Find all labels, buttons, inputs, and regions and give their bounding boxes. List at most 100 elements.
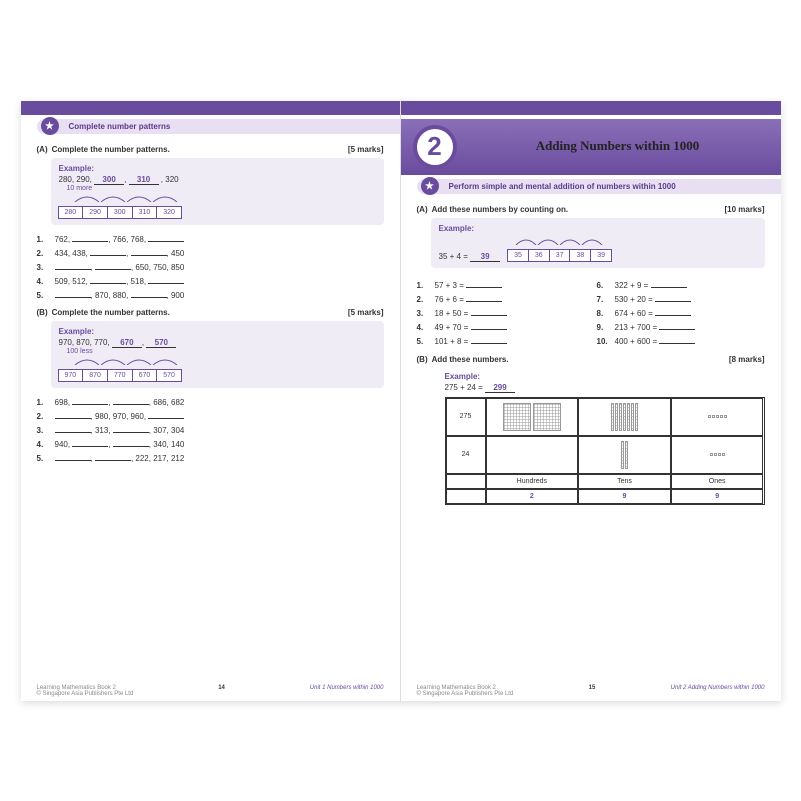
- question-number: 10.: [597, 337, 611, 346]
- ra-cells: 35 36 37 38 39: [508, 249, 612, 262]
- question-text: 530 + 20 =: [615, 293, 691, 304]
- row-275: 275: [446, 398, 486, 436]
- question-row: 6.322 + 9 =: [597, 279, 765, 290]
- question-row: 3. 18 + 50 =: [417, 307, 585, 318]
- question-row: 5. , 870, 880, , 900: [37, 289, 384, 300]
- hdr-t: Tens: [578, 474, 671, 489]
- question-text: 57 + 3 =: [435, 279, 503, 290]
- question-text: 940, , , 340, 140: [55, 438, 185, 449]
- question-text: 400 + 600 =: [615, 335, 696, 346]
- blank[interactable]: [148, 410, 184, 419]
- blank[interactable]: [471, 307, 507, 316]
- blank[interactable]: [72, 396, 108, 405]
- blank[interactable]: [471, 321, 507, 330]
- rule-label-b: 100 less: [67, 348, 376, 355]
- chapter-title: Adding Numbers within 1000: [467, 139, 769, 153]
- example-b-ans1: 670: [112, 338, 142, 348]
- blank[interactable]: [72, 233, 108, 242]
- publisher: © Singapore Asia Publishers Pte Ltd: [417, 691, 514, 697]
- question-text: , , 650, 750, 850: [55, 261, 185, 272]
- footer-left: Learning Mathematics Book 2 © Singapore …: [21, 685, 400, 697]
- question-row: 5.101 + 8 =: [417, 335, 585, 346]
- rule-table-a: 280 290 300 310 320: [59, 206, 376, 219]
- blank[interactable]: [55, 424, 91, 433]
- rb-expr: 275 + 24 =: [445, 383, 483, 392]
- chapter-number: 2: [413, 125, 457, 169]
- blank[interactable]: [651, 279, 687, 288]
- blank[interactable]: [95, 261, 131, 270]
- blank[interactable]: [131, 289, 167, 298]
- question-row: 5. , , 222, 217, 212: [37, 452, 384, 463]
- blank[interactable]: [655, 293, 691, 302]
- marks-b: [5 marks]: [348, 308, 384, 317]
- blank[interactable]: [113, 438, 149, 447]
- blank[interactable]: [466, 279, 502, 288]
- question-row: 3., 313, , 307, 304: [37, 424, 384, 435]
- question-number: 5.: [37, 454, 51, 463]
- question-number: 5.: [37, 291, 51, 300]
- blank[interactable]: [113, 424, 149, 433]
- marks-a: [5 marks]: [348, 145, 384, 154]
- question-row: 8.674 + 60 =: [597, 307, 765, 318]
- blank[interactable]: [471, 335, 507, 344]
- question-row: 4.940, , , 340, 140: [37, 438, 384, 449]
- question-text: , , 222, 217, 212: [55, 452, 185, 463]
- page-15: 2 Adding Numbers within 1000 ★ Perform s…: [401, 101, 781, 701]
- example-ans1: 300: [94, 175, 124, 185]
- blank[interactable]: [659, 335, 695, 344]
- question-number: 3.: [37, 426, 51, 435]
- question-row: 7. 530 + 20 =: [597, 293, 765, 304]
- example-seq-b: 970, 870, 770,: [59, 338, 110, 347]
- section-title-right: Perform simple and mental addition of nu…: [449, 182, 676, 191]
- val-o: 9: [671, 489, 764, 504]
- question-text: 101 + 8 =: [435, 335, 507, 346]
- section-b-instruction: Complete the number patterns.: [52, 308, 170, 317]
- footer-right: Learning Mathematics Book 2 © Singapore …: [401, 685, 781, 697]
- val-t: 9: [578, 489, 671, 504]
- question-row: 3. , , 650, 750, 850: [37, 261, 384, 272]
- question-row: 9.213 + 700 =: [597, 321, 765, 332]
- blank[interactable]: [55, 452, 91, 461]
- unit-title: Unit 1 Numbers within 1000: [310, 685, 384, 697]
- example-ans2: 310: [129, 175, 159, 185]
- ra-marks: [10 marks]: [724, 205, 764, 214]
- blank[interactable]: [72, 438, 108, 447]
- blank[interactable]: [113, 396, 149, 405]
- blank[interactable]: [148, 233, 184, 242]
- ra-ans: 39: [470, 252, 500, 262]
- question-text: , 980, 970, 960,: [55, 410, 185, 421]
- blank[interactable]: [655, 307, 691, 316]
- question-text: , 870, 880, , 900: [55, 289, 185, 300]
- question-number: 1.: [37, 398, 51, 407]
- hdr-h: Hundreds: [486, 474, 579, 489]
- blank[interactable]: [55, 289, 91, 298]
- question-number: 3.: [37, 263, 51, 272]
- question-row: 1.57 + 3 =: [417, 279, 585, 290]
- blank[interactable]: [131, 247, 167, 256]
- blank[interactable]: [90, 247, 126, 256]
- question-number: 6.: [597, 281, 611, 290]
- section-a-label: (A): [37, 145, 48, 154]
- blank[interactable]: [148, 275, 184, 284]
- section-bar-left: ★ Complete number patterns: [37, 119, 400, 134]
- blank[interactable]: [90, 275, 126, 284]
- ra-label: (A): [417, 205, 428, 214]
- question-number: 7.: [597, 295, 611, 304]
- question-number: 4.: [417, 323, 431, 332]
- blank[interactable]: [659, 321, 695, 330]
- blank[interactable]: [466, 293, 502, 302]
- example-box-ra: Example: 35 + 4 = 39 35 36 37: [431, 218, 765, 268]
- rb-marks: [8 marks]: [729, 355, 765, 364]
- question-text: 18 + 50 =: [435, 307, 507, 318]
- blank[interactable]: [55, 261, 91, 270]
- blank[interactable]: [55, 410, 91, 419]
- question-row: 4.509, 512, , 518,: [37, 275, 384, 286]
- question-number: 3.: [417, 309, 431, 318]
- example-label-b: Example:: [59, 327, 376, 336]
- question-text: 698, , , 686, 682: [55, 396, 185, 407]
- question-text: 434, 438, , , 450: [55, 247, 185, 258]
- rb-ans: 299: [485, 383, 515, 393]
- question-row: 2., 980, 970, 960,: [37, 410, 384, 421]
- question-number: 9.: [597, 323, 611, 332]
- blank[interactable]: [95, 452, 131, 461]
